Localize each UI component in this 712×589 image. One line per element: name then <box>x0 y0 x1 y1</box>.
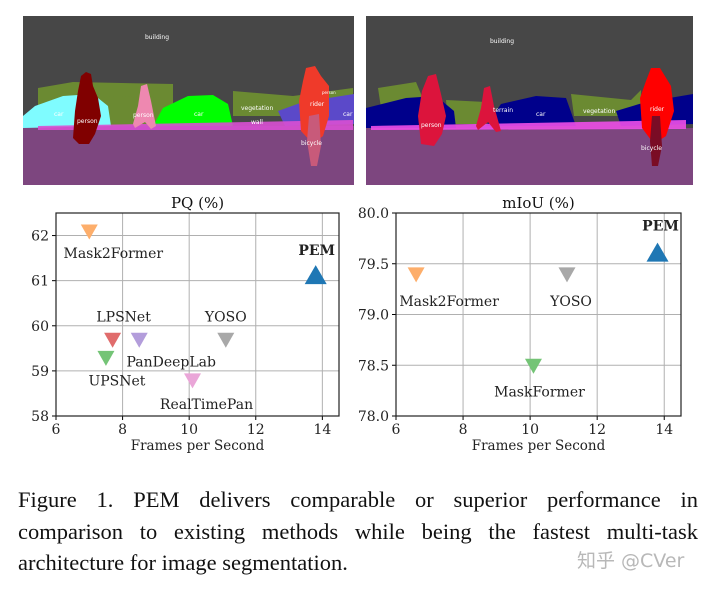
seg-label: vegetation <box>583 108 615 115</box>
seg-label: terrain <box>493 107 513 114</box>
data-point-realtimepan <box>184 373 202 389</box>
x-axis-label: Frames per Second <box>131 438 265 454</box>
x-tick-label: 10 <box>521 422 539 438</box>
y-tick-label: 78.0 <box>358 409 389 425</box>
y-tick-label: 60 <box>31 319 49 335</box>
figure-caption: Figure 1. PEM delivers comparable or sup… <box>18 484 698 579</box>
plot-frame <box>55 212 340 417</box>
data-point-mask2former <box>80 224 98 240</box>
data-point-pem <box>304 265 327 285</box>
watermark: 知乎 @CVer <box>577 550 685 572</box>
data-point-pem <box>646 242 669 262</box>
data-label: Mask2Former <box>63 246 163 262</box>
data-label: PEM <box>298 243 335 259</box>
chart-title: PQ (%) <box>171 194 224 212</box>
segmentation-image-left: building car person person car vegetatio… <box>23 16 354 185</box>
seg-label: car <box>194 111 204 118</box>
caption-line: Figure 1. PEM delivers comparable or sup… <box>18 487 698 512</box>
seg-label: building <box>490 38 514 45</box>
plot-frame <box>395 212 682 417</box>
y-tick-label: 61 <box>31 274 49 290</box>
x-tick-label: 6 <box>392 422 401 438</box>
y-tick-label: 80.0 <box>358 206 389 222</box>
segmentation-labels-left: building car person person car vegetatio… <box>54 34 353 147</box>
x-axis-label: Frames per Second <box>472 438 606 454</box>
y-tick-label: 59 <box>31 364 49 380</box>
data-label: MaskFormer <box>494 384 585 400</box>
x-tick-label: 8 <box>459 422 468 438</box>
charts: 6 8 10 12 14 58 59 60 61 62 PQ (%) Frames per Secon… <box>31 194 682 454</box>
data-point-maskformer <box>524 358 542 374</box>
seg-label: person <box>322 90 336 95</box>
data-point-upsnet <box>97 350 115 366</box>
data-point-yoso <box>217 332 235 348</box>
seg-label: wall <box>251 119 263 126</box>
data-label: UPSNet <box>88 373 145 389</box>
x-tick-label: 14 <box>655 422 673 438</box>
caption-line: comparison to existing methods while bei… <box>18 518 698 544</box>
x-tick-label: 8 <box>118 422 127 438</box>
y-tick-label: 62 <box>31 229 49 245</box>
chart-title: mIoU (%) <box>502 194 575 212</box>
data-label: LPSNet <box>96 309 151 325</box>
caption-line: architecture for image segmentation. <box>18 550 348 575</box>
data-point-mask2former <box>407 267 425 283</box>
data-point-yoso <box>558 267 576 283</box>
seg-label: bicycle <box>301 140 322 147</box>
seg-label: person <box>77 118 98 125</box>
y-tick-label: 79.5 <box>358 257 389 273</box>
data-label: YOSO <box>204 309 247 325</box>
segmentation-image-right: building terrain car vegetation person r… <box>366 16 693 185</box>
segmentation-labels-right: building terrain car vegetation person r… <box>421 38 665 152</box>
seg-label: car <box>343 111 353 118</box>
data-label: YOSO <box>549 294 592 310</box>
data-label: RealTimePan <box>160 397 253 413</box>
data-label: Mask2Former <box>399 294 499 310</box>
x-tick-label: 10 <box>180 422 198 438</box>
seg-label: rider <box>650 106 665 113</box>
x-tick-label: 6 <box>52 422 61 438</box>
seg-label: vegetation <box>241 105 273 112</box>
x-tick-label: 12 <box>588 422 606 438</box>
data-point-pandeeplab <box>130 332 148 348</box>
seg-label: car <box>536 111 546 118</box>
seg-label: car <box>54 111 64 118</box>
chart-1: 6 8 10 12 14 78.0 78.5 79.0 79.5 80.0 mIoU (%) Fram… <box>358 194 682 454</box>
y-tick-label: 79.0 <box>358 308 389 324</box>
x-tick-label: 14 <box>313 422 331 438</box>
chart-0: 6 8 10 12 14 58 59 60 61 62 PQ (%) Frames per Secon… <box>31 194 340 454</box>
data-label: PanDeepLab <box>126 354 216 370</box>
seg-label: person <box>133 112 154 119</box>
y-tick-label: 58 <box>31 409 49 425</box>
data-point-lpsnet <box>104 332 122 348</box>
seg-label: rider <box>310 101 325 108</box>
seg-label: bicycle <box>641 145 662 152</box>
y-tick-label: 78.5 <box>358 358 389 374</box>
x-tick-label: 12 <box>247 422 265 438</box>
data-label: PEM <box>642 219 679 235</box>
seg-label: building <box>145 34 169 41</box>
seg-label: person <box>421 122 442 129</box>
